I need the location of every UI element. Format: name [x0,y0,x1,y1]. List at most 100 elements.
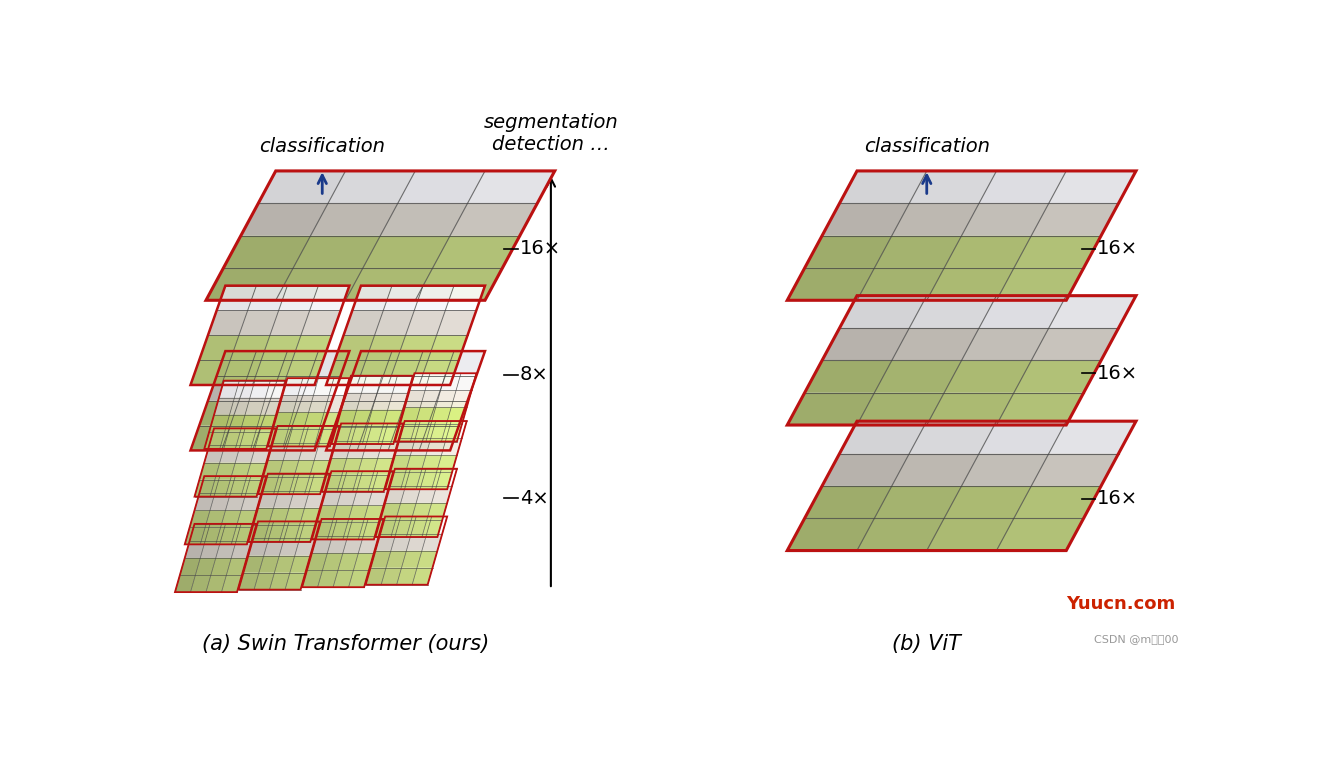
Polygon shape [215,463,235,480]
Polygon shape [1032,204,1119,235]
Polygon shape [363,427,383,444]
Polygon shape [194,493,215,510]
Polygon shape [381,568,401,584]
Polygon shape [428,335,467,360]
Polygon shape [352,410,372,427]
Text: (b) ViT: (b) ViT [892,634,961,655]
Polygon shape [309,351,349,376]
Polygon shape [292,400,332,425]
Polygon shape [261,400,301,425]
Polygon shape [284,508,305,525]
Polygon shape [357,425,397,450]
Polygon shape [285,572,305,590]
Polygon shape [190,360,230,385]
Polygon shape [256,415,276,431]
Polygon shape [273,491,294,508]
Polygon shape [320,426,340,443]
Polygon shape [348,519,368,536]
Polygon shape [411,503,432,520]
Polygon shape [332,506,353,522]
Polygon shape [979,296,1066,328]
Polygon shape [368,488,388,506]
Polygon shape [290,556,310,572]
Polygon shape [284,522,305,538]
Polygon shape [447,407,467,425]
Polygon shape [1014,360,1101,393]
Polygon shape [405,376,446,400]
Polygon shape [312,536,332,553]
Polygon shape [332,441,352,457]
Polygon shape [309,460,330,477]
Polygon shape [451,391,471,407]
Polygon shape [367,410,388,427]
Polygon shape [269,508,289,525]
Polygon shape [221,524,241,541]
Polygon shape [298,443,320,460]
Polygon shape [241,480,261,497]
Polygon shape [428,400,467,425]
Polygon shape [261,335,301,360]
Polygon shape [284,429,304,447]
Polygon shape [359,522,379,540]
Polygon shape [253,522,273,538]
Polygon shape [282,378,302,395]
Polygon shape [273,426,293,443]
Polygon shape [336,423,357,441]
Polygon shape [317,506,337,522]
Polygon shape [207,376,248,400]
Polygon shape [185,528,205,544]
Polygon shape [400,486,421,503]
Polygon shape [248,285,288,310]
Polygon shape [337,488,357,506]
Polygon shape [264,538,284,556]
Polygon shape [225,428,245,445]
Polygon shape [321,488,343,506]
Polygon shape [326,425,365,450]
Polygon shape [446,285,484,310]
Polygon shape [352,285,392,310]
Polygon shape [298,429,320,447]
Polygon shape [396,516,416,534]
Polygon shape [199,335,240,360]
Polygon shape [306,553,328,570]
Polygon shape [361,375,381,393]
Polygon shape [427,503,447,520]
Polygon shape [432,235,520,268]
Polygon shape [241,428,261,445]
Polygon shape [294,525,316,542]
Polygon shape [278,351,318,376]
Polygon shape [276,268,363,301]
Polygon shape [336,410,357,427]
Polygon shape [910,171,997,204]
Polygon shape [309,474,330,491]
Polygon shape [320,413,340,429]
Polygon shape [248,351,288,376]
Polygon shape [415,285,454,310]
Polygon shape [377,375,397,393]
Polygon shape [230,397,250,415]
Polygon shape [199,476,219,493]
Polygon shape [945,486,1032,519]
Polygon shape [264,525,284,542]
Polygon shape [289,477,309,494]
Polygon shape [368,475,388,492]
Polygon shape [377,441,399,457]
Polygon shape [395,438,415,455]
Polygon shape [328,171,415,204]
Polygon shape [425,438,447,455]
Polygon shape [300,508,320,525]
Polygon shape [332,519,353,536]
Text: classification: classification [864,137,990,156]
Polygon shape [363,235,450,268]
Polygon shape [858,519,945,550]
Polygon shape [314,429,334,447]
Polygon shape [332,427,352,444]
Polygon shape [416,472,436,489]
Polygon shape [415,268,503,301]
Polygon shape [215,541,235,558]
Polygon shape [284,360,324,385]
Polygon shape [322,553,343,570]
Polygon shape [241,204,328,235]
Polygon shape [210,493,230,510]
Polygon shape [396,503,416,520]
